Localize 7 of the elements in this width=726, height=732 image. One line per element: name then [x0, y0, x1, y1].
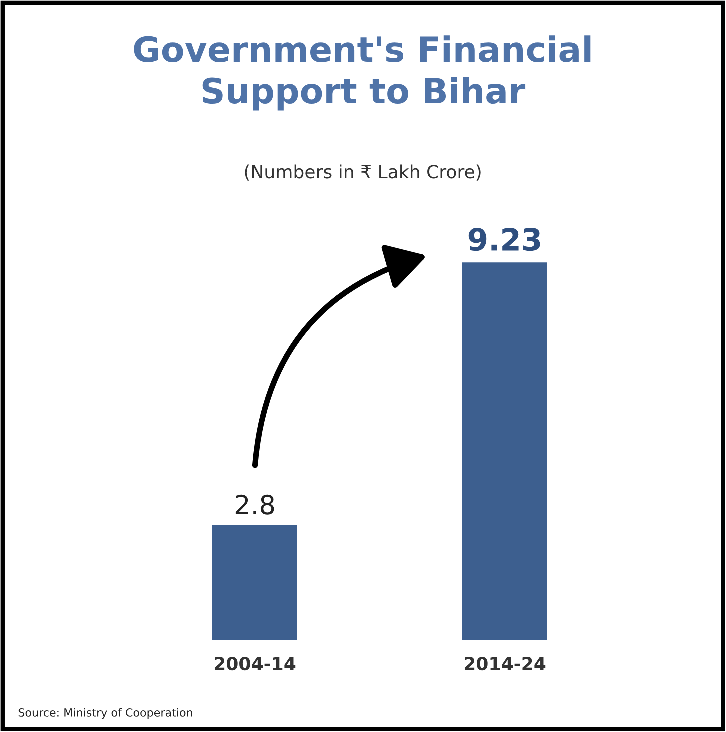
source-note: Source: Ministry of Cooperation [18, 708, 192, 720]
data-label: 2.8 [236, 494, 274, 515]
x-tick-label: 2014-24 [464, 656, 546, 671]
chart-subtitle: (Numbers in ₹ Lakh Crore) [245, 164, 481, 181]
chart-title: Government's Financial Support to Bihar [134, 36, 591, 111]
data-label: 9.23 [468, 228, 540, 252]
x-tick-label: 2004-14 [214, 656, 296, 671]
